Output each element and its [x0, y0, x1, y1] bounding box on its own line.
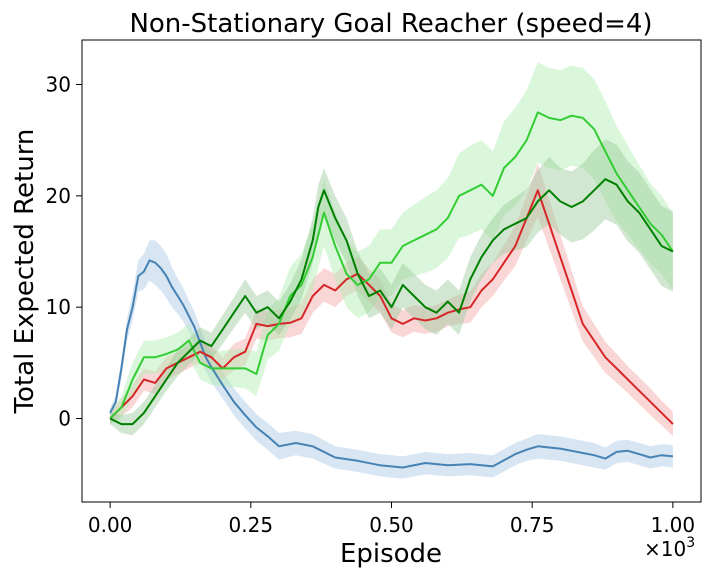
x-tick-label: 1.00	[651, 513, 696, 537]
x-axis-scale-exponent: 3	[686, 535, 695, 551]
y-tick-label: 10	[46, 295, 71, 319]
y-tick-label: 0	[58, 407, 71, 431]
x-tick-label: 0.25	[229, 513, 274, 537]
y-tick-label: 30	[46, 73, 71, 97]
plot-area	[109, 62, 674, 479]
x-tick-label: 0.75	[510, 513, 555, 537]
x-axis-label: Episode	[340, 539, 442, 569]
series-2-line	[109, 189, 674, 425]
y-axis-ticks: 0 10 20 30	[46, 73, 82, 431]
x-axis-scale-factor: ×103	[644, 535, 695, 561]
y-axis-label: Total Expected Return	[10, 129, 40, 415]
series-3-line	[109, 111, 674, 420]
x-axis-ticks: 0.00 0.25 0.50 0.75 1.00	[88, 502, 695, 537]
chart-title: Non-Stationary Goal Reacher (speed=4)	[129, 9, 652, 39]
y-tick-label: 20	[46, 184, 71, 208]
series-1-line	[109, 259, 674, 469]
x-tick-label: 0.00	[88, 513, 133, 537]
x-axis-scale-base: ×10	[644, 537, 686, 561]
series-1-confidence-band	[110, 240, 673, 479]
series-4-confidence-band	[110, 139, 673, 436]
series-4-line	[109, 178, 674, 426]
series-3-confidence-band	[110, 62, 673, 425]
x-tick-label: 0.50	[369, 513, 414, 537]
